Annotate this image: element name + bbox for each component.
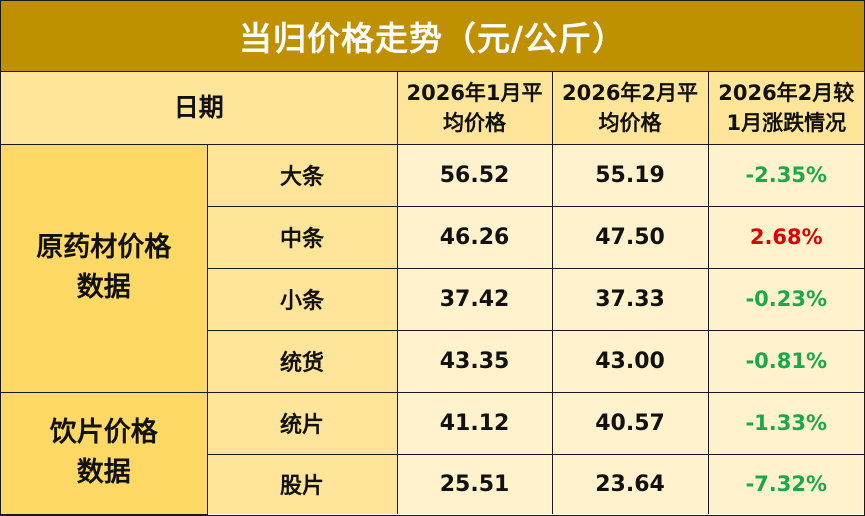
- feb-price-cell: 55.19: [551, 143, 709, 207]
- jan-price-cell: 41.12: [396, 391, 553, 455]
- table-row: 股片 25.51 23.64 -7.32%: [1, 453, 865, 514]
- item-label: 统片: [206, 391, 398, 455]
- table-title: 当归价格走势（元/公斤）: [1, 1, 864, 72]
- header-change: 2026年2月较 1月涨跌情况: [707, 72, 865, 145]
- group-label-slices: 饮片价格 数据: [1, 391, 208, 515]
- change-cell: -2.35%: [707, 143, 865, 207]
- table-row: 饮片价格 数据 统片 41.12 40.57 -1.33%: [1, 391, 865, 515]
- header-date: 日期: [1, 72, 398, 145]
- group-label-raw-herb: 原药材价格 数据: [1, 143, 208, 393]
- jan-price-cell: 46.26: [396, 205, 553, 269]
- change-cell: -0.23%: [707, 267, 865, 331]
- item-label: 统货: [206, 329, 398, 393]
- feb-price-cell: 37.33: [551, 267, 709, 331]
- jan-price-cell: 56.52: [396, 143, 553, 207]
- item-label: 中条: [206, 205, 398, 269]
- jan-price-cell: 25.51: [396, 453, 553, 514]
- table-row: 原药材价格 数据 大条 56.52 55.19 -2.35%: [1, 143, 865, 393]
- feb-price-cell: 43.00: [551, 329, 709, 393]
- price-table: 日期 2026年1月平 均价格 2026年2月平 均价格 2026年2月较 1月…: [1, 72, 865, 515]
- change-cell: -0.81%: [707, 329, 865, 393]
- feb-price-cell: 40.57: [551, 391, 709, 455]
- change-cell: 2.68%: [707, 205, 865, 269]
- feb-price-cell: 23.64: [551, 453, 709, 514]
- table-row: 中条 46.26 47.50 2.68%: [1, 205, 865, 269]
- header-jan-price: 2026年1月平 均价格: [396, 72, 553, 145]
- jan-price-cell: 43.35: [396, 329, 553, 393]
- table-row: 统货 43.35 43.00 -0.81%: [1, 329, 865, 393]
- jan-price-cell: 37.42: [396, 267, 553, 331]
- change-cell: -1.33%: [707, 391, 865, 455]
- header-feb-price: 2026年2月平 均价格: [551, 72, 709, 145]
- table-row: 小条 37.42 37.33 -0.23%: [1, 267, 865, 331]
- item-label: 大条: [206, 143, 398, 207]
- change-cell: -7.32%: [707, 453, 865, 514]
- item-label: 小条: [206, 267, 398, 331]
- item-label: 股片: [206, 453, 398, 514]
- feb-price-cell: 47.50: [551, 205, 709, 269]
